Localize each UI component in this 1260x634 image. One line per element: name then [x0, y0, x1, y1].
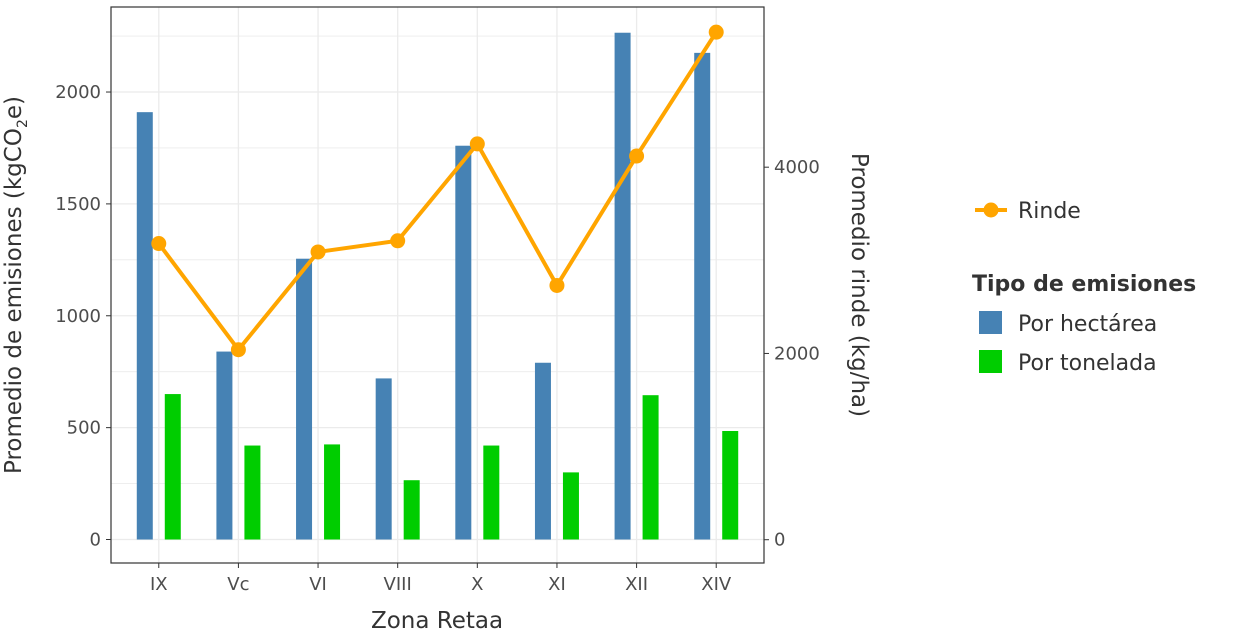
bar-por-hect-rea: [534, 362, 551, 540]
legend: Rinde Tipo de emisiones Por hectárea Por…: [972, 199, 1196, 376]
y2-tick-label: 4000: [774, 157, 820, 178]
bar-por-tonelada: [403, 480, 420, 540]
bar-por-hect-rea: [136, 112, 153, 540]
bar-por-tonelada: [244, 445, 261, 540]
bar-por-hect-rea: [455, 145, 472, 540]
legend-title: Tipo de emisiones: [972, 272, 1196, 297]
bars: [136, 32, 739, 540]
legend-label-por-tonelada: Por tonelada: [1018, 351, 1157, 376]
bar-por-tonelada: [722, 430, 739, 540]
y-tick-label: 1500: [55, 194, 101, 215]
x-tick-label: X: [471, 574, 483, 595]
y2-tick-label: 0: [774, 530, 785, 551]
y2-axis-title: Promedio rinde (kg/ha): [846, 153, 872, 417]
y-axis-right: 0 2000 4000: [764, 157, 820, 551]
point-rinde: [390, 233, 406, 249]
bar-por-tonelada: [483, 445, 500, 540]
legend-rinde-marker: [983, 202, 999, 218]
bar-por-hect-rea: [694, 52, 711, 540]
x-tick-label: XIV: [701, 574, 732, 595]
x-tick-label: VI: [309, 574, 327, 595]
legend-rinde-label: Rinde: [1018, 199, 1081, 224]
x-tick-label: XII: [625, 574, 648, 595]
y-axis-title-subscript: 2: [15, 119, 31, 128]
point-rinde: [151, 236, 167, 252]
x-axis-title: Zona Retaa: [371, 608, 503, 634]
y-axis-left: 0 500 1000 1500 2000: [55, 82, 111, 551]
point-rinde: [230, 342, 246, 358]
y-tick-label: 2000: [55, 82, 101, 103]
x-axis: IX Vc VI VIII X XI XII XIV: [150, 563, 732, 595]
y-tick-label: 500: [67, 418, 101, 439]
x-tick-label: Vc: [227, 574, 249, 595]
point-rinde: [549, 277, 565, 293]
plot-background: [111, 7, 764, 563]
bar-por-tonelada: [642, 395, 659, 540]
bar-por-hect-rea: [375, 378, 392, 540]
legend-swatch-por-tonelada: [979, 350, 1002, 373]
bar-por-tonelada: [164, 394, 181, 540]
point-rinde: [629, 148, 645, 164]
x-tick-label: VIII: [384, 574, 412, 595]
bar-por-hect-rea: [216, 351, 233, 540]
y-tick-label: 0: [90, 530, 101, 551]
legend-swatch-por-hectarea: [979, 311, 1002, 334]
y2-tick-label: 2000: [774, 343, 820, 364]
x-tick-label: IX: [150, 574, 168, 595]
plot-border: [110, 6, 765, 564]
y-axis-title: Promedio de emisiones (kgCO2e): [1, 96, 31, 474]
bar-por-hect-rea: [296, 258, 313, 540]
legend-label-por-hectarea: Por hectárea: [1018, 312, 1157, 337]
bar-por-hect-rea: [614, 32, 631, 540]
point-rinde: [708, 24, 724, 40]
point-rinde: [469, 136, 485, 152]
rinde-line: [151, 24, 724, 358]
x-tick-label: XI: [548, 574, 566, 595]
bar-por-tonelada: [324, 444, 341, 540]
point-rinde: [310, 244, 326, 260]
bar-por-tonelada: [562, 472, 579, 540]
y-tick-label: 1000: [55, 306, 101, 327]
line-rinde: [157, 31, 718, 352]
